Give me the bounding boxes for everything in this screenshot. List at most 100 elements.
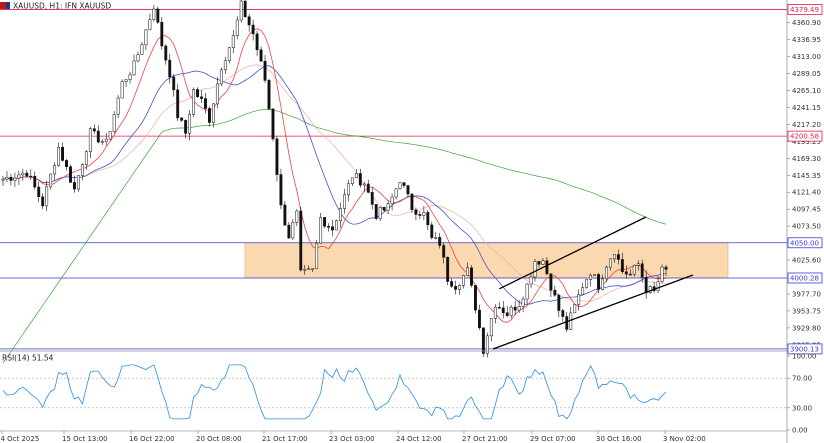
candle — [108, 131, 112, 140]
price-marker-box — [787, 272, 823, 284]
candle — [65, 160, 68, 167]
ma-slow-line — [2, 65, 667, 305]
time-tick-label: 15 Oct 13:00 — [62, 435, 108, 443]
candle — [342, 194, 346, 209]
candle — [406, 185, 410, 195]
price-marker-box — [787, 4, 823, 15]
candle — [41, 196, 45, 207]
candle — [450, 281, 454, 287]
candle — [124, 79, 128, 82]
price-tick-label: 4073.50 — [792, 223, 821, 231]
time-tick-label: 16 Oct 22:00 — [129, 435, 175, 443]
candle — [366, 183, 370, 193]
price-marker-box — [787, 130, 823, 142]
price-marker-label: 4379.49 — [790, 6, 819, 14]
candle — [327, 225, 331, 228]
candle — [116, 97, 120, 115]
candle — [601, 278, 604, 290]
candle — [434, 237, 438, 239]
candle — [382, 206, 386, 211]
candle — [390, 196, 394, 204]
candles-layer — [1, 0, 668, 358]
candle — [5, 177, 9, 180]
candle — [593, 274, 597, 276]
candle — [144, 29, 148, 46]
trend-channel-layer — [492, 216, 694, 350]
symbol-flag-icon — [0, 2, 6, 9]
rsi-tick-label: 0.00 — [792, 427, 808, 435]
candle — [259, 49, 263, 62]
candle — [96, 130, 100, 143]
candle — [585, 279, 589, 288]
candle — [636, 263, 640, 266]
candle — [69, 166, 72, 183]
candle — [287, 224, 291, 239]
candle — [25, 172, 29, 177]
support-resistance-zone-layer — [244, 242, 729, 279]
price-tick-label: 4265.10 — [792, 87, 821, 95]
candle — [410, 193, 414, 210]
candle — [156, 8, 160, 23]
candle — [529, 276, 533, 285]
candle — [414, 209, 418, 215]
candle — [398, 182, 402, 190]
candle — [303, 268, 307, 271]
time-tick-label: 23 Oct 03:00 — [329, 435, 375, 443]
candle — [509, 306, 513, 316]
candle — [152, 8, 156, 20]
candle — [549, 273, 553, 291]
candle — [17, 174, 21, 179]
rsi-tick-label: 30.00 — [792, 404, 812, 412]
candle — [92, 128, 96, 132]
candle — [644, 276, 648, 293]
candle — [164, 45, 168, 61]
candle — [537, 261, 541, 265]
candle — [57, 146, 61, 166]
candle — [188, 114, 192, 134]
price-tick-label: 3953.75 — [792, 307, 821, 315]
candle — [470, 267, 473, 286]
candle — [148, 19, 152, 31]
price-tick-label: 4121.40 — [792, 189, 821, 197]
candle — [525, 283, 529, 300]
candle — [73, 182, 76, 190]
symbol-label: XAUUSD, H1: IFN XAUUSD — [13, 2, 111, 11]
candle — [267, 80, 271, 110]
candle — [581, 287, 585, 295]
candle — [577, 294, 581, 305]
candle — [632, 265, 636, 275]
moving-average-layer — [2, 28, 667, 364]
candle — [9, 177, 13, 181]
candle — [557, 294, 561, 311]
candle — [235, 19, 239, 36]
candle — [462, 275, 465, 286]
price-tick-label: 4169.30 — [792, 155, 821, 163]
candle — [112, 114, 116, 132]
candle — [474, 285, 477, 311]
candle — [29, 175, 33, 178]
ma-long-line — [2, 109, 667, 364]
price-marker-box — [787, 237, 823, 249]
time-tick-label: 21 Oct 17:00 — [262, 435, 308, 443]
candle — [279, 174, 283, 206]
candle — [656, 281, 660, 291]
candle — [311, 268, 315, 270]
candle — [37, 186, 41, 197]
price-tick-label: 3929.80 — [792, 324, 821, 332]
candle — [1, 178, 5, 181]
candle — [231, 35, 235, 48]
candle — [247, 16, 251, 26]
candle — [477, 309, 481, 329]
candle — [505, 312, 509, 316]
candle — [620, 259, 624, 272]
time-tick-label: 27 Oct 21:00 — [462, 435, 508, 443]
channel-lower-line — [492, 274, 694, 350]
candle — [438, 237, 442, 246]
candle — [319, 217, 323, 244]
candle — [120, 81, 124, 99]
candle — [489, 318, 493, 337]
candle — [378, 206, 382, 219]
candle — [291, 222, 295, 239]
candle — [454, 286, 458, 290]
